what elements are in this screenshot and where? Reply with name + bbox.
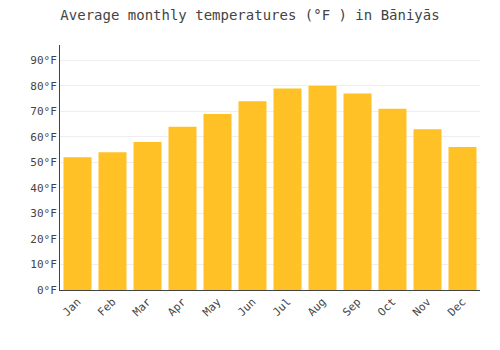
svg-text:Aug: Aug <box>305 296 328 319</box>
svg-text:70°F: 70°F <box>30 105 57 118</box>
svg-text:Oct: Oct <box>375 296 398 319</box>
svg-text:Jul: Jul <box>270 296 293 319</box>
svg-text:Nov: Nov <box>410 295 434 319</box>
svg-text:80°F: 80°F <box>30 80 57 93</box>
svg-text:90°F: 90°F <box>30 54 57 67</box>
svg-text:Jan: Jan <box>60 296 83 319</box>
svg-text:40°F: 40°F <box>30 182 57 195</box>
svg-text:Sep: Sep <box>340 296 363 319</box>
svg-text:Jun: Jun <box>235 296 258 319</box>
svg-text:20°F: 20°F <box>30 233 57 246</box>
svg-text:May: May <box>200 295 224 319</box>
svg-text:Apr: Apr <box>165 295 189 319</box>
svg-text:Mar: Mar <box>130 295 154 319</box>
svg-text:Dec: Dec <box>445 296 468 319</box>
svg-text:30°F: 30°F <box>30 207 57 220</box>
svg-text:60°F: 60°F <box>30 131 57 144</box>
svg-text:10°F: 10°F <box>30 258 57 271</box>
svg-text:50°F: 50°F <box>30 156 57 169</box>
svg-text:0°F: 0°F <box>37 284 57 297</box>
svg-text:Feb: Feb <box>95 296 118 319</box>
svg-text:Average monthly temperatures (: Average monthly temperatures (°F ) in Bā… <box>60 7 439 23</box>
